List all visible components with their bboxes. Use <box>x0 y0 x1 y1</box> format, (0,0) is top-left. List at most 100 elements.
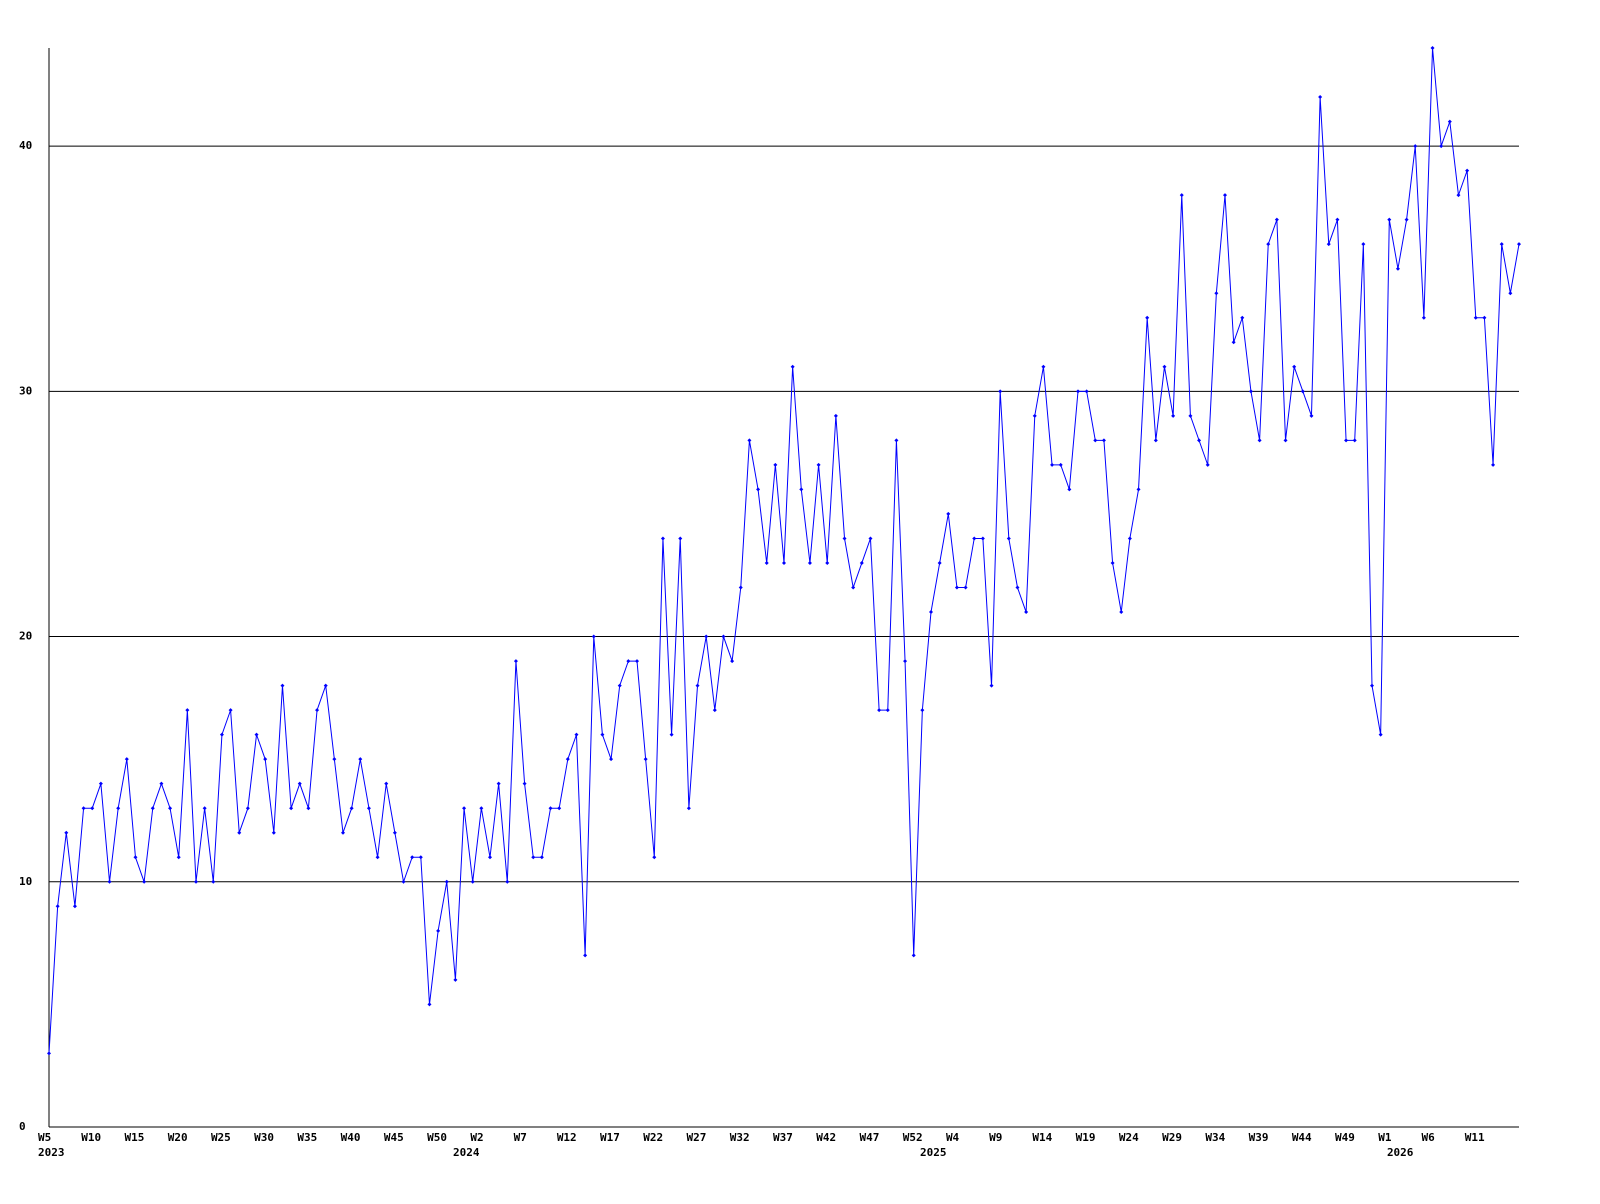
point <box>1352 438 1357 443</box>
point <box>868 536 873 541</box>
point <box>1188 413 1193 418</box>
point <box>1171 413 1176 418</box>
point <box>150 806 155 811</box>
point <box>972 536 977 541</box>
point <box>539 855 544 860</box>
point <box>436 928 441 933</box>
point <box>64 830 69 835</box>
point <box>384 781 389 786</box>
point <box>185 708 190 713</box>
x-tick-label: W40 <box>341 1131 361 1144</box>
point <box>1300 389 1305 394</box>
x-tick-label: W7 <box>514 1131 527 1144</box>
y-tick-label: 0 <box>19 1120 26 1133</box>
point <box>1076 389 1080 394</box>
point <box>219 732 224 737</box>
point <box>332 757 337 762</box>
x-tick-label: W24 <box>1119 1131 1139 1144</box>
point <box>1370 683 1374 688</box>
point <box>929 610 933 615</box>
point <box>263 757 268 762</box>
point <box>358 757 363 762</box>
x-tick-label: W14 <box>1032 1131 1052 1144</box>
point <box>903 659 908 664</box>
x-tick-label: W19 <box>1076 1131 1096 1144</box>
x-tick-label: W10 <box>81 1131 101 1144</box>
point <box>1421 315 1426 320</box>
point <box>1482 315 1487 320</box>
point <box>712 708 717 713</box>
point <box>790 364 795 369</box>
point <box>254 732 259 737</box>
y-tick-label: 10 <box>19 875 32 888</box>
point <box>159 781 164 786</box>
point <box>297 781 302 786</box>
point <box>764 560 769 565</box>
x-tick-label: W52 <box>903 1131 923 1144</box>
point <box>72 904 77 909</box>
point <box>323 683 328 688</box>
point <box>859 560 864 565</box>
point <box>1032 413 1037 418</box>
point <box>1197 438 1202 443</box>
point <box>730 659 735 664</box>
point <box>488 855 492 860</box>
x-tick-label: W2 <box>470 1131 483 1144</box>
point <box>1292 364 1297 369</box>
point <box>1361 242 1366 247</box>
point <box>1491 462 1496 467</box>
point <box>1499 242 1504 247</box>
point <box>574 732 579 737</box>
x-tick-label: W5 <box>38 1131 51 1144</box>
point <box>1326 242 1331 247</box>
x-tick-label: W37 <box>773 1131 793 1144</box>
point <box>1110 560 1115 565</box>
point <box>1093 438 1098 443</box>
point <box>877 708 882 713</box>
x-tick-label: W50 <box>427 1131 447 1144</box>
point <box>954 585 959 590</box>
point <box>773 462 778 467</box>
point <box>825 560 830 565</box>
point <box>306 806 311 811</box>
point <box>289 806 294 811</box>
x-tick-label: W35 <box>297 1131 317 1144</box>
point <box>963 585 968 590</box>
point <box>1344 438 1349 443</box>
y-tick-label: 30 <box>19 384 32 397</box>
point <box>55 904 60 909</box>
point <box>660 536 665 541</box>
x-tick-label: W17 <box>600 1131 620 1144</box>
year-label: 2025 <box>920 1146 947 1159</box>
point <box>946 511 951 516</box>
point <box>1214 291 1219 296</box>
x-tick-label: W34 <box>1205 1131 1225 1144</box>
x-tick-label: W29 <box>1162 1131 1182 1144</box>
x-tick-label: W45 <box>384 1131 404 1144</box>
point <box>505 879 510 884</box>
y-tick-label: 20 <box>19 630 32 643</box>
point <box>90 806 95 811</box>
point <box>738 585 743 590</box>
point <box>583 953 588 958</box>
point <box>1309 413 1314 418</box>
point <box>782 560 786 565</box>
point <box>1404 217 1409 222</box>
point <box>816 462 821 467</box>
point <box>392 830 397 835</box>
point <box>1041 364 1046 369</box>
point <box>124 757 129 762</box>
point <box>513 659 518 664</box>
point <box>453 977 458 982</box>
point <box>1413 144 1418 149</box>
point <box>678 536 683 541</box>
point <box>833 413 838 418</box>
point <box>168 806 173 811</box>
point <box>470 879 475 884</box>
point <box>496 781 501 786</box>
point <box>600 732 605 737</box>
point <box>920 708 925 713</box>
point <box>894 438 899 443</box>
point <box>1084 389 1089 394</box>
x-tick-label: W44 <box>1292 1131 1312 1144</box>
